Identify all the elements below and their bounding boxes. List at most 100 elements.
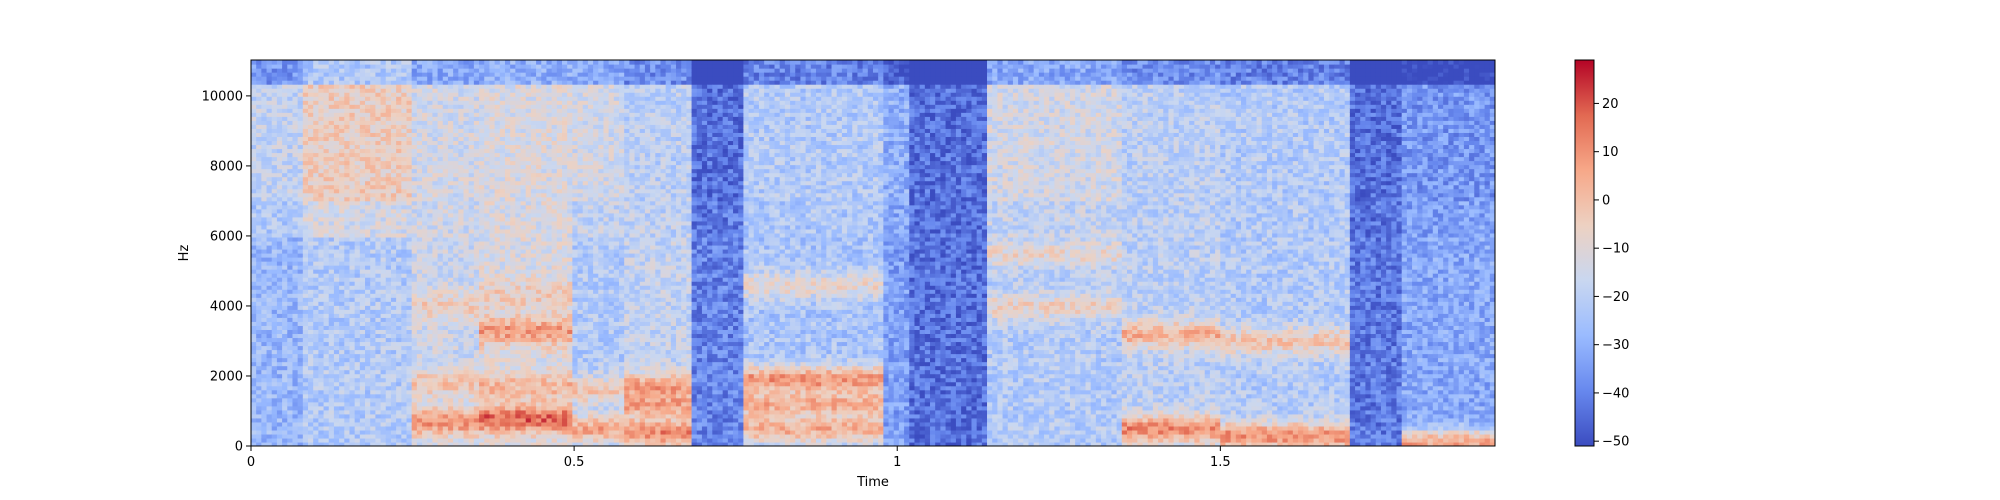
- heatmap-cell: [292, 220, 299, 226]
- heatmap-cell: [349, 357, 356, 363]
- heatmap-cell: [256, 76, 262, 81]
- heatmap-cell: [385, 208, 392, 214]
- heatmap-cell: [261, 337, 268, 343]
- heatmap-cell: [261, 92, 268, 97]
- heatmap-cell: [333, 200, 340, 206]
- heatmap-cell: [422, 429, 428, 435]
- heatmap-cell: [463, 365, 470, 371]
- heatmap-cell: [489, 244, 496, 250]
- heatmap-cell: [422, 373, 428, 379]
- heatmap-cell: [313, 176, 319, 182]
- heatmap-cell: [401, 224, 408, 230]
- heatmap-cell: [313, 441, 319, 446]
- heatmap-cell: [390, 148, 397, 154]
- heatmap-cell: [323, 365, 330, 371]
- heatmap-cell: [328, 156, 335, 162]
- heatmap-cell: [515, 196, 522, 202]
- heatmap-cell: [479, 180, 485, 186]
- heatmap-cell: [484, 369, 491, 375]
- heatmap-cell: [458, 188, 465, 194]
- heatmap-cell: [354, 80, 361, 85]
- heatmap-cell: [302, 208, 309, 214]
- heatmap-cell: [380, 269, 387, 274]
- heatmap-cell: [416, 325, 423, 330]
- heatmap-cell: [463, 361, 470, 367]
- heatmap-cell: [251, 309, 257, 314]
- heatmap-cell: [333, 164, 340, 170]
- heatmap-cell: [390, 184, 397, 190]
- heatmap-cell: [411, 120, 418, 125]
- heatmap-cell: [308, 84, 314, 89]
- heatmap-cell: [427, 337, 434, 343]
- heatmap-cell: [375, 172, 382, 178]
- heatmap-cell: [396, 104, 402, 109]
- heatmap-cell: [333, 401, 340, 407]
- heatmap-cell: [256, 116, 262, 121]
- heatmap-cell: [344, 80, 351, 85]
- heatmap-cell: [499, 341, 506, 347]
- heatmap-cell: [297, 417, 304, 423]
- heatmap-cell: [261, 88, 268, 93]
- heatmap-cell: [416, 261, 423, 266]
- heatmap-cell: [297, 140, 304, 146]
- heatmap-cell: [406, 96, 413, 101]
- heatmap-cell: [401, 156, 408, 162]
- heatmap-cell: [349, 104, 356, 109]
- heatmap-cell: [333, 176, 340, 182]
- heatmap-cell: [494, 200, 501, 206]
- heatmap-cell: [416, 409, 423, 415]
- heatmap-cell: [297, 172, 304, 178]
- heatmap-cell: [302, 437, 309, 443]
- heatmap-cell: [494, 369, 501, 375]
- heatmap-cell: [416, 224, 423, 230]
- heatmap-cell: [385, 204, 392, 210]
- heatmap-cell: [437, 341, 444, 347]
- heatmap-cell: [292, 216, 299, 222]
- heatmap-cell: [390, 112, 397, 117]
- heatmap-cell: [437, 345, 444, 351]
- heatmap-cell: [359, 140, 366, 146]
- heatmap-cell: [390, 325, 397, 330]
- heatmap-cell: [251, 180, 257, 186]
- heatmap-cell: [328, 116, 335, 121]
- heatmap-cell: [308, 377, 314, 383]
- heatmap-cell: [256, 429, 262, 435]
- heatmap-cell: [380, 369, 387, 375]
- heatmap-cell: [339, 261, 345, 266]
- heatmap-cell: [302, 333, 309, 339]
- heatmap-cell: [266, 265, 273, 270]
- heatmap-cell: [510, 257, 516, 262]
- heatmap-cell: [427, 417, 434, 423]
- heatmap-cell: [484, 345, 491, 351]
- heatmap-cell: [370, 168, 376, 174]
- heatmap-cell: [447, 417, 454, 423]
- heatmap-cell: [396, 60, 402, 65]
- heatmap-cell: [479, 152, 485, 158]
- heatmap-cell: [432, 80, 439, 85]
- heatmap-cell: [411, 172, 418, 178]
- heatmap-cell: [292, 349, 299, 355]
- heatmap-cell: [256, 168, 262, 174]
- heatmap-cell: [458, 377, 465, 383]
- heatmap-cell: [339, 248, 345, 254]
- heatmap-cell: [479, 88, 485, 93]
- heatmap-cell: [494, 417, 501, 423]
- heatmap-cell: [385, 413, 392, 419]
- heatmap-cell: [313, 437, 319, 443]
- heatmap-cell: [385, 60, 392, 65]
- heatmap-cell: [349, 156, 356, 162]
- heatmap-cell: [375, 273, 382, 278]
- heatmap-cell: [339, 104, 345, 109]
- heatmap-cell: [385, 168, 392, 174]
- heatmap-cell: [437, 317, 444, 322]
- heatmap-cell: [401, 92, 408, 97]
- heatmap-cell: [308, 80, 314, 85]
- heatmap-cell: [432, 257, 439, 262]
- heatmap-cell: [463, 305, 470, 310]
- heatmap-cell: [339, 437, 345, 443]
- heatmap-cell: [276, 228, 283, 234]
- heatmap-cell: [468, 64, 475, 69]
- heatmap-cell: [473, 321, 480, 326]
- heatmap-cell: [339, 148, 345, 154]
- heatmap-cell: [432, 301, 439, 306]
